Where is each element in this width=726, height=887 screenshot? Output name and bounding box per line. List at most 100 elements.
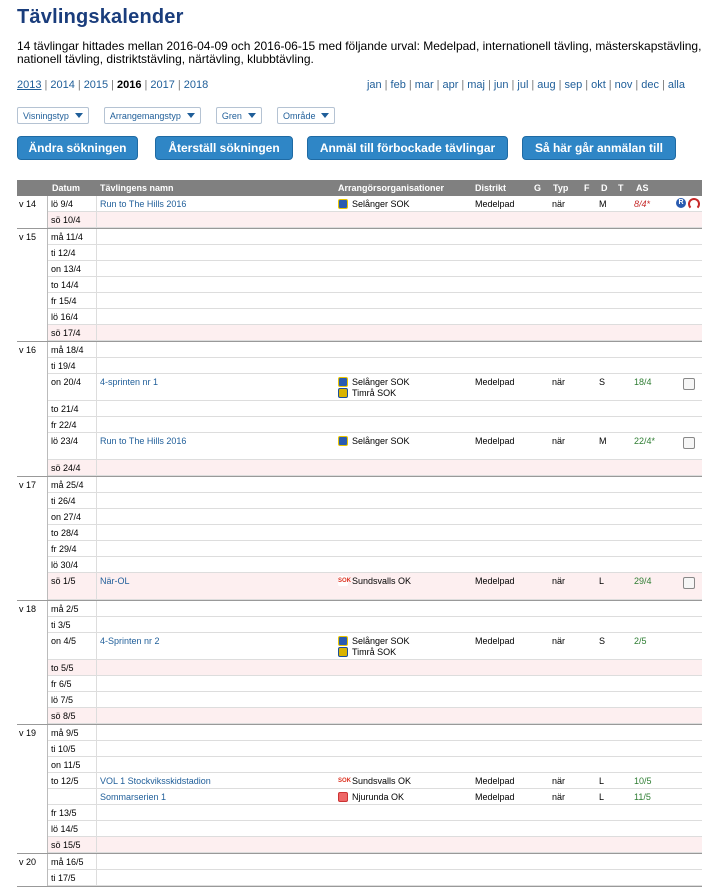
- organizer: Selånger SOK: [338, 377, 410, 388]
- day-row: må 18/4: [48, 342, 702, 358]
- filter-dropdown[interactable]: Arrangemangstyp: [103, 107, 201, 124]
- event-link[interactable]: 4-Sprinten nr 2: [100, 636, 160, 646]
- day-row: ti 19/4: [48, 358, 702, 374]
- month-link-sep[interactable]: sep: [564, 79, 583, 91]
- date-divider: [96, 789, 97, 804]
- club-logo-icon: [338, 377, 348, 387]
- day-date: sö 24/4: [51, 463, 81, 473]
- event-distance: L: [599, 576, 605, 586]
- month-link-feb[interactable]: feb: [390, 79, 406, 91]
- col-f: F: [584, 183, 590, 193]
- club-logo-icon: [338, 436, 348, 446]
- day-row: fr 6/5: [48, 676, 702, 692]
- year-link-2013[interactable]: 2013: [17, 79, 42, 91]
- day-row: ti 12/4: [48, 245, 702, 261]
- caret-down-icon: [186, 113, 195, 118]
- month-link-mar[interactable]: mar: [414, 79, 434, 91]
- filter-dropdown[interactable]: Område: [276, 107, 336, 124]
- day-row: on 27/4: [48, 509, 702, 525]
- organizer: Timrå SOK: [338, 388, 410, 399]
- event-link[interactable]: När-OL: [100, 576, 130, 586]
- week-group: v 19 må 9/5 ti 10/5 on 11/5 to 12/5 VOL 1 Sto…: [17, 725, 702, 854]
- event-link[interactable]: 4-sprinten nr 1: [100, 377, 159, 387]
- event-district: Medelpad: [475, 792, 515, 802]
- select-checkbox[interactable]: [683, 437, 695, 449]
- organizer-name: Selånger SOK: [352, 199, 410, 209]
- event-type: när: [552, 576, 566, 586]
- live-results-icon[interactable]: [688, 198, 700, 210]
- reset-search-button[interactable]: Återställ sökningen: [155, 136, 293, 160]
- month-link-alla[interactable]: alla: [667, 79, 685, 91]
- month-link-maj[interactable]: maj: [467, 79, 485, 91]
- month-link-okt[interactable]: okt: [591, 79, 606, 91]
- year-current: 2016: [117, 79, 142, 91]
- day-date: fr 15/4: [51, 296, 77, 306]
- date-divider: [96, 541, 97, 556]
- date-divider: [96, 633, 97, 659]
- month-link-jun[interactable]: jun: [493, 79, 509, 91]
- date-divider: [96, 293, 97, 308]
- event-link[interactable]: Sommarserien 1: [100, 792, 167, 802]
- year-nav: 2013 | 2014 | 2015 | 2016 | 2017 | 2018: [17, 79, 208, 91]
- select-checkbox[interactable]: [683, 577, 695, 589]
- change-search-button[interactable]: Ändra sökningen: [17, 136, 138, 160]
- event-district: Medelpad: [475, 377, 515, 387]
- day-row: fr 15/4: [48, 293, 702, 309]
- organizer-name: Sundsvalls OK: [352, 776, 412, 786]
- page-title: Tävlingskalender: [17, 6, 184, 28]
- month-link-jan[interactable]: jan: [366, 79, 382, 91]
- registered-icon[interactable]: R: [676, 198, 686, 208]
- organizers: Selånger SOK: [338, 436, 410, 447]
- date-divider: [96, 477, 97, 492]
- month-link-apr[interactable]: apr: [442, 79, 459, 91]
- club-logo-icon: [338, 647, 348, 657]
- filter-label: Gren: [221, 110, 242, 121]
- month-link-dec[interactable]: dec: [641, 79, 660, 91]
- day-date: sö 10/4: [51, 215, 81, 225]
- filter-dropdown[interactable]: Gren: [215, 107, 262, 124]
- week-group: v 17 må 25/4 ti 26/4 on 27/4 to 28/4 fr 29/4 l…: [17, 477, 702, 601]
- club-logo-icon: SOK: [338, 776, 352, 786]
- year-link-2014[interactable]: 2014: [50, 79, 75, 91]
- year-link-2015[interactable]: 2015: [83, 79, 109, 91]
- filter-bar: Visningstyp Arrangemangstyp Gren Område: [17, 107, 336, 124]
- year-link-2017[interactable]: 2017: [150, 79, 175, 91]
- week-label: v 16: [19, 345, 37, 355]
- day-date: lö 7/5: [51, 695, 74, 705]
- day-row: lö 30/4: [48, 557, 702, 573]
- year-link-2018[interactable]: 2018: [183, 79, 209, 91]
- day-row: to 28/4: [48, 525, 702, 541]
- register-checked-button[interactable]: Anmäl till förbockade tävlingar: [307, 136, 508, 160]
- event-link[interactable]: Run to The Hills 2016: [100, 199, 187, 209]
- day-row: to 14/4: [48, 277, 702, 293]
- week-label: v 17: [19, 480, 37, 490]
- day-row: ti 26/4: [48, 493, 702, 509]
- day-date: on 13/4: [51, 264, 82, 274]
- day-row: lö 9/4 Run to The Hills 2016 Selånger SOK M…: [48, 196, 702, 212]
- month-link-jul[interactable]: jul: [517, 79, 529, 91]
- filter-label: Visningstyp: [23, 110, 69, 121]
- day-date: ti 26/4: [51, 496, 76, 506]
- select-checkbox[interactable]: [683, 378, 695, 390]
- organizer: SOK Sundsvalls OK: [338, 576, 411, 587]
- event-link[interactable]: VOL 1 Stockviksskidstadion: [100, 776, 211, 786]
- filter-dropdown[interactable]: Visningstyp: [17, 107, 89, 124]
- day-row: to 5/5: [48, 660, 702, 676]
- event-link[interactable]: Run to The Hills 2016: [100, 436, 187, 446]
- separator: |: [488, 79, 491, 91]
- club-logo-icon: SOK: [338, 576, 352, 586]
- registration-deadline: 2/5: [634, 636, 647, 646]
- month-link-aug[interactable]: aug: [537, 79, 556, 91]
- month-link-nov[interactable]: nov: [614, 79, 633, 91]
- day-date: ti 3/5: [51, 620, 71, 630]
- table-header: Datum Tävlingens namn Arrangörsorganisat…: [17, 180, 702, 196]
- day-row: lö 7/5: [48, 692, 702, 708]
- organizer-name: Njurunda OK: [352, 792, 405, 802]
- date-divider: [96, 837, 97, 852]
- how-to-register-button[interactable]: Så här går anmälan till: [522, 136, 676, 160]
- week-divider: [47, 196, 48, 228]
- day-date: lö 9/4: [51, 199, 74, 209]
- day-date: sö 8/5: [51, 711, 76, 721]
- week-divider: [47, 601, 48, 724]
- day-date: må 25/4: [51, 480, 84, 490]
